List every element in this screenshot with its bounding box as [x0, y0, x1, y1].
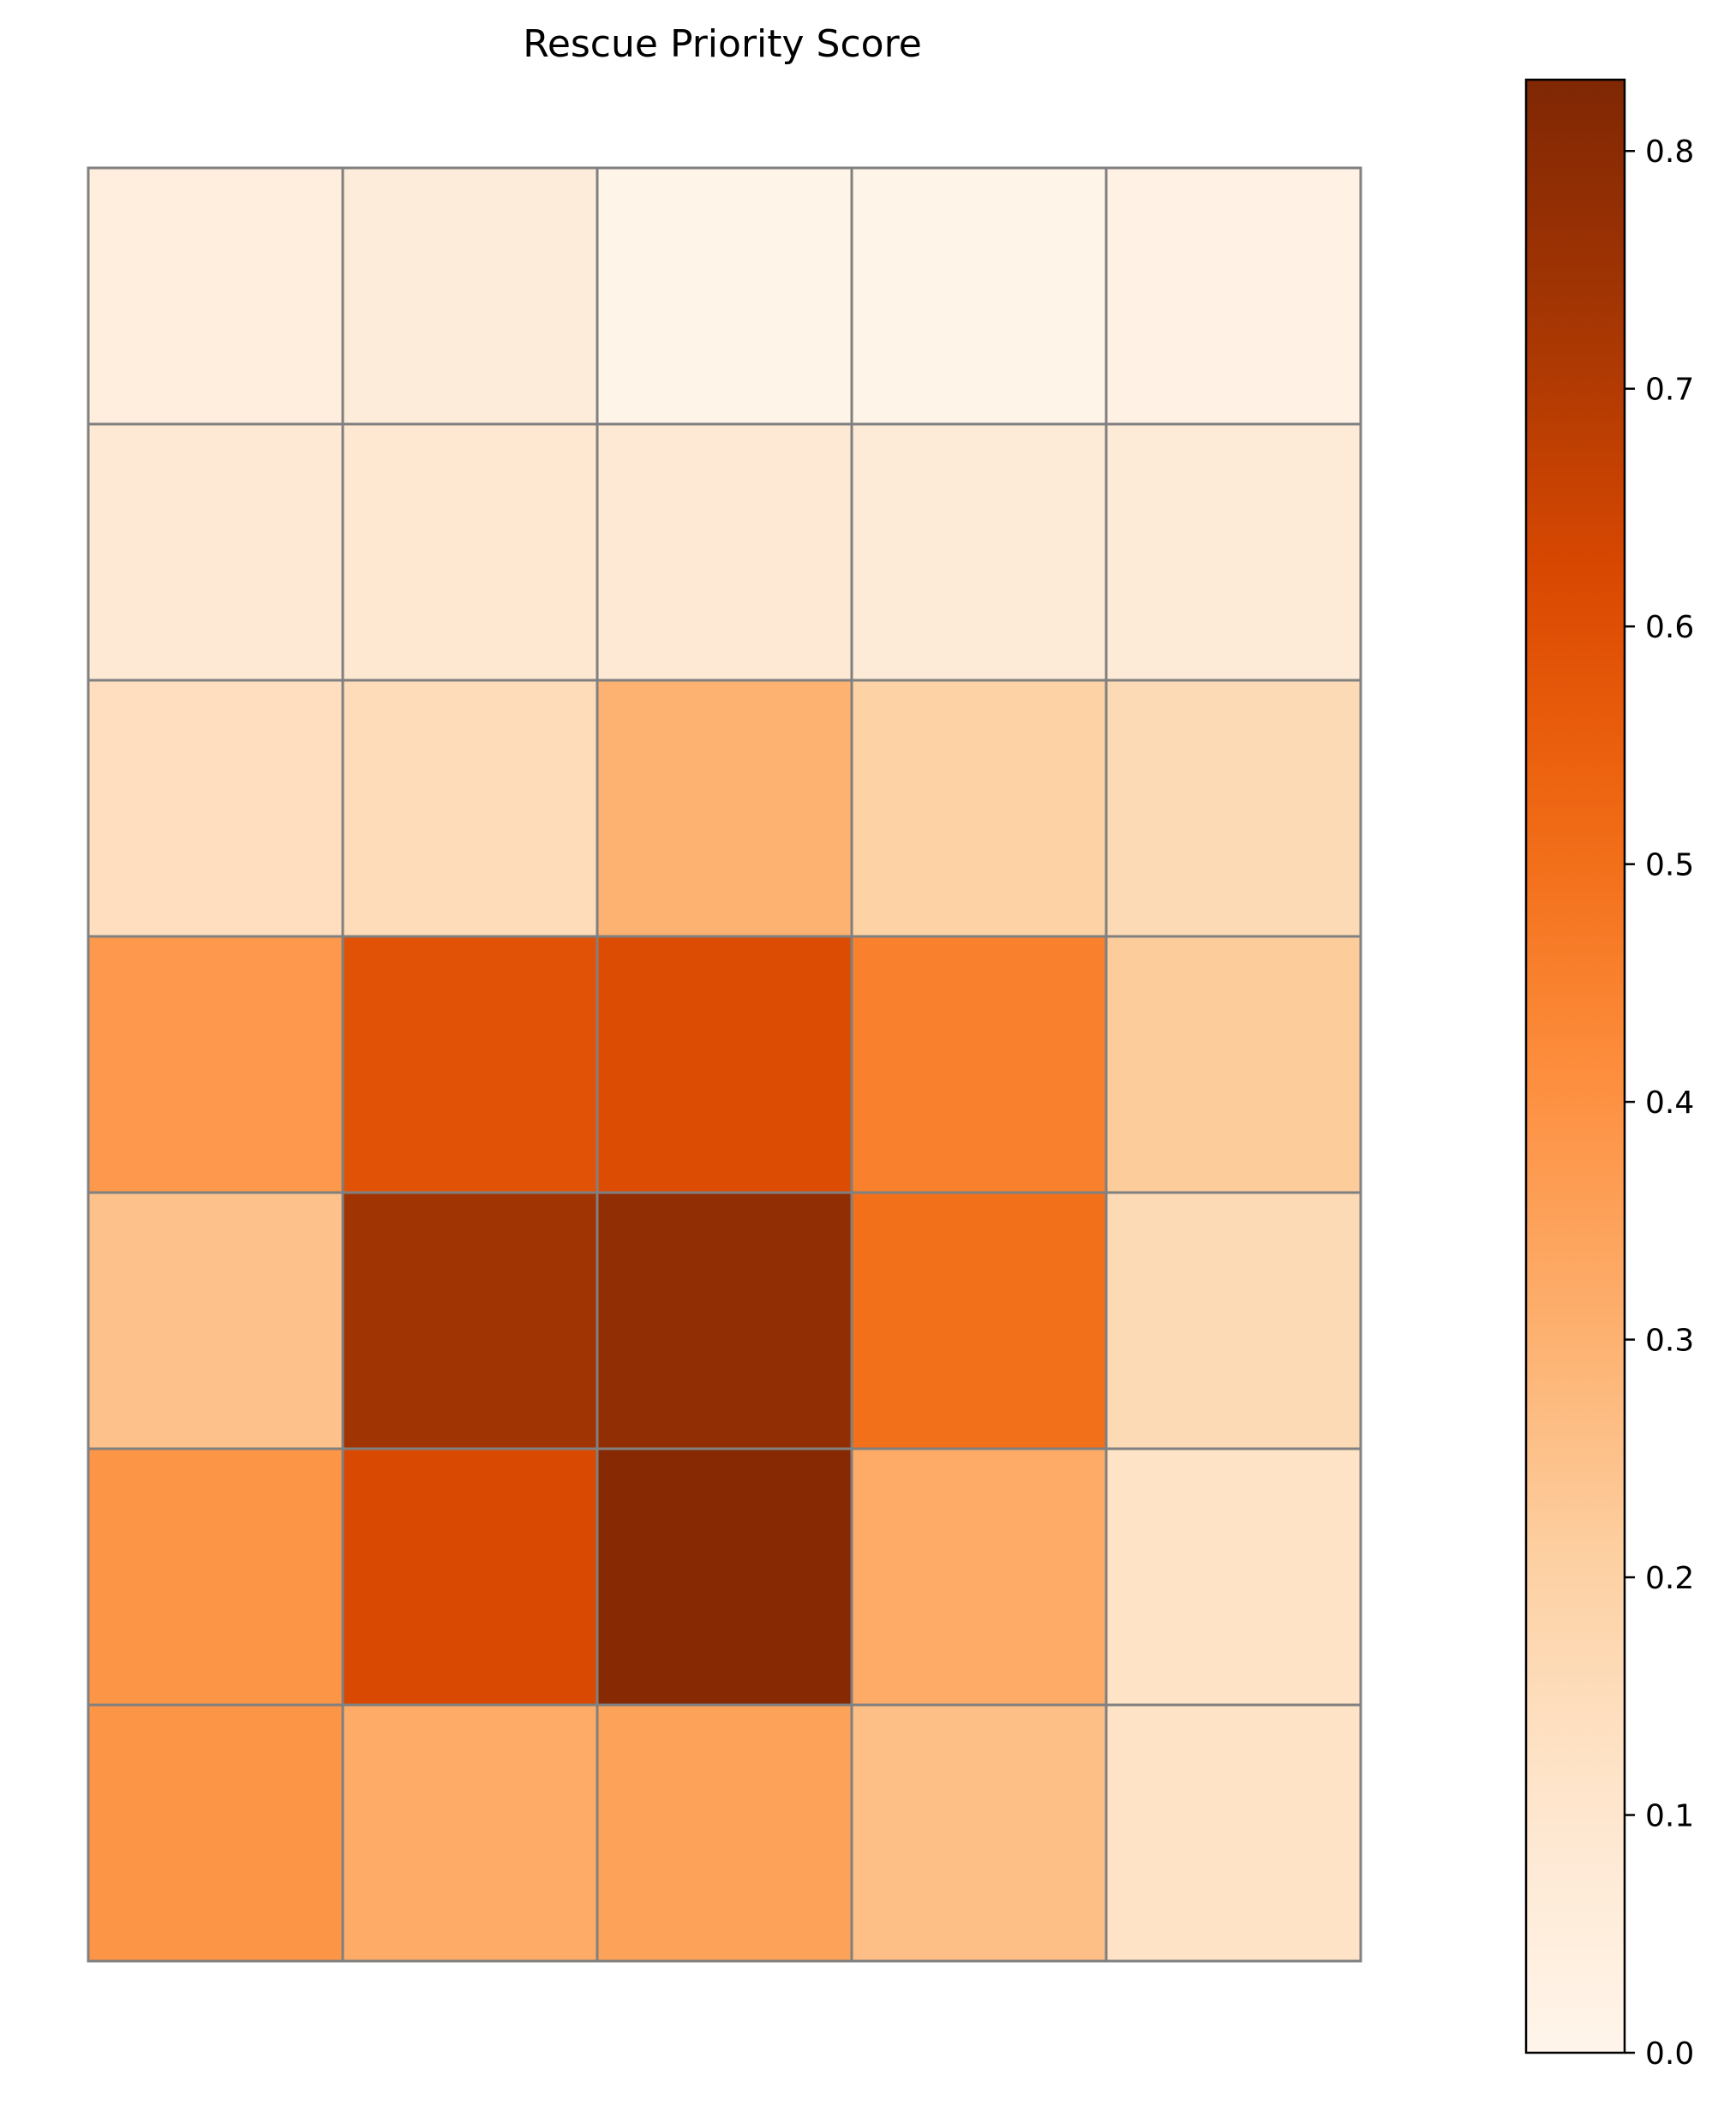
- colorbar-tick-label: 0.2: [1645, 1561, 1694, 1596]
- colorbar-tick-label: 0.8: [1645, 135, 1694, 170]
- heatmap-cell-r1-c1: [341, 422, 599, 682]
- heatmap-cell-r4-c4: [1104, 1191, 1362, 1450]
- heatmap-cell-r1-c4: [1104, 422, 1362, 682]
- heatmap-cell-r1-c3: [850, 422, 1108, 682]
- colorbar-tick-label: 0.7: [1645, 373, 1694, 408]
- heatmap-cell-r0-c1: [341, 166, 599, 426]
- heatmap-cell-r0-c4: [1104, 166, 1362, 426]
- colorbar-tick-label: 0.0: [1645, 2036, 1694, 2072]
- heatmap-cell-r5-c4: [1104, 1447, 1362, 1707]
- heatmap-cell-r4-c2: [596, 1191, 853, 1450]
- heatmap-cell-r5-c0: [87, 1447, 344, 1707]
- heatmap-cell-r2-c3: [850, 679, 1108, 938]
- heatmap-cell-r2-c1: [341, 679, 599, 938]
- colorbar-tick-label: 0.1: [1645, 1799, 1694, 1834]
- heatmap-cell-r4-c0: [87, 1191, 344, 1450]
- chart-title: Rescue Priority Score: [523, 22, 922, 66]
- heatmap-cell-r0-c2: [596, 166, 853, 426]
- heatmap-cell-r4-c3: [850, 1191, 1108, 1450]
- colorbar: 0.0 0.1 0.2 0.3 0.4 0.5 0.6 0.7 0.8: [1524, 78, 1694, 2072]
- heatmap-cell-r3-c4: [1104, 935, 1362, 1194]
- heatmap-grid: [87, 166, 1362, 1963]
- heatmap-cell-r2-c2: [596, 679, 853, 938]
- colorbar-tick-label: 0.5: [1645, 848, 1694, 883]
- heatmap-cell-r6-c3: [850, 1703, 1108, 1963]
- heatmap-cell-r4-c1: [341, 1191, 599, 1450]
- heatmap-cell-r1-c0: [87, 422, 344, 682]
- colorbar-tick-label: 0.6: [1645, 610, 1694, 645]
- heatmap-cell-r2-c4: [1104, 679, 1362, 938]
- heatmap-cell-r6-c2: [596, 1703, 853, 1963]
- colorbar-frame: [1524, 78, 1626, 2054]
- heatmap-cell-r3-c3: [850, 935, 1108, 1194]
- colorbar-gradient: [1526, 80, 1625, 2053]
- heatmap-cell-r3-c2: [596, 935, 853, 1194]
- colorbar-ticks: 0.0 0.1 0.2 0.3 0.4 0.5 0.6 0.7 0.8: [1625, 135, 1694, 2072]
- heatmap-cell-r5-c3: [850, 1447, 1108, 1707]
- heatmap-cell-r0-c0: [87, 166, 344, 426]
- colorbar-tick-label: 0.3: [1645, 1324, 1694, 1359]
- colorbar-tick-label: 0.4: [1645, 1085, 1694, 1121]
- heatmap-cell-r2-c0: [87, 679, 344, 938]
- heatmap-cell-r6-c1: [341, 1703, 599, 1963]
- heatmap-cell-r5-c2: [596, 1447, 853, 1707]
- heatmap-cell-r6-c0: [87, 1703, 344, 1963]
- heatmap-cell-r6-c4: [1104, 1703, 1362, 1963]
- heatmap-cell-r5-c1: [341, 1447, 599, 1707]
- heatmap-cell-r3-c1: [341, 935, 599, 1194]
- heatmap-cell-r3-c0: [87, 935, 344, 1194]
- heatmap-cell-r1-c2: [596, 422, 853, 682]
- heatmap-cell-r0-c3: [850, 166, 1108, 426]
